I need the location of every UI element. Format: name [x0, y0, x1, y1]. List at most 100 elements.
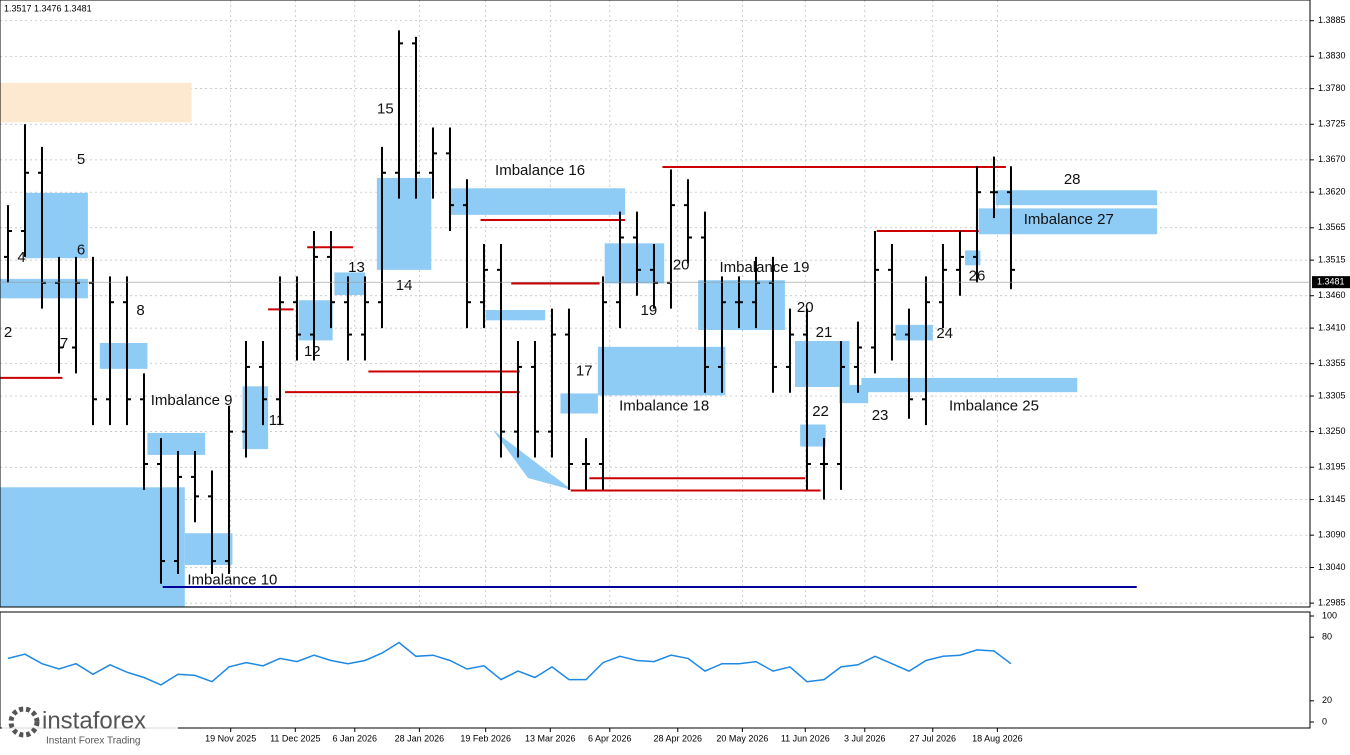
logo-bg: [2, 704, 178, 748]
zone: [995, 190, 1158, 206]
zone: [861, 377, 1078, 393]
x-tick-label: 19 Feb 2026: [460, 733, 511, 743]
y-tick-label: 1.3040: [1318, 562, 1346, 572]
annotation: Imbalance 10: [187, 571, 277, 588]
annotation: Imbalance 25: [949, 397, 1039, 414]
annotation: Imbalance 16: [495, 162, 585, 179]
logo-tagline: Instant Forex Trading: [46, 736, 141, 747]
x-tick-label: 11 Dec 2025: [270, 733, 320, 743]
x-tick-label: 28 Apr 2026: [654, 733, 703, 743]
zone: [604, 243, 665, 284]
y-tick-label: 1.3620: [1318, 187, 1346, 197]
zone: [0, 82, 192, 123]
y-tick-label: 1.3410: [1318, 322, 1346, 332]
x-tick-label: 19 Nov 2025: [205, 733, 256, 743]
zone: [895, 324, 933, 341]
zone: [184, 533, 233, 565]
annotation: 17: [576, 362, 593, 379]
zone: [0, 278, 88, 299]
current-price-label: 1.3481: [1317, 277, 1345, 287]
zone: [978, 208, 1158, 235]
x-tick-label: 28 Jan 2026: [395, 733, 445, 743]
annotation: 26: [969, 267, 986, 284]
price-bars: [3, 30, 1015, 584]
x-tick-label: 13 Mar 2026: [525, 733, 576, 743]
annotation: 22: [812, 403, 829, 420]
annotation: 20: [673, 256, 690, 273]
zone: [298, 300, 333, 341]
axes: 1.3885 1.3830 1.3780 1.3725 1.3670 1.3620 1.35…: [0, 15, 1350, 743]
x-tick-label: 6 Apr 2026: [588, 733, 632, 743]
levels: [0, 165, 1137, 588]
zone: [24, 192, 88, 259]
zone: [334, 272, 365, 296]
annotation: 8: [136, 302, 144, 319]
osc-tick-label: 20: [1322, 695, 1332, 705]
logo: instaforex Instant Forex Trading: [2, 704, 178, 748]
y-tick-label: 1.3090: [1318, 530, 1346, 540]
annotation: 15: [377, 100, 394, 117]
y-tick-label: 1.3780: [1318, 83, 1346, 93]
y-tick-label: 1.3885: [1318, 15, 1346, 25]
y-tick-label: 1.3145: [1318, 494, 1346, 504]
x-tick-label: 18 Aug 2026: [972, 733, 1023, 743]
osc-tick-label: 80: [1322, 632, 1332, 642]
zone: [800, 424, 826, 447]
zone: [449, 188, 626, 215]
annotation: 13: [348, 259, 365, 276]
x-tick-label: 6 Jan 2026: [333, 733, 378, 743]
zone: [597, 346, 726, 396]
y-tick-label: 1.3250: [1318, 426, 1346, 436]
x-tick-label: 11 Jun 2026: [781, 733, 830, 743]
osc-tick-label: 0: [1322, 716, 1327, 726]
zone: [698, 280, 785, 331]
zone: [560, 393, 598, 414]
zone: [99, 342, 148, 369]
y-tick-label: 1.3515: [1318, 255, 1346, 265]
zone: [485, 309, 546, 321]
annotation: 20: [797, 299, 814, 316]
osc-tick-label: 100: [1322, 610, 1337, 620]
x-tick-label: 27 Jul 2026: [910, 733, 957, 743]
oscillator: [7, 641, 1012, 686]
annotation: 5: [77, 151, 85, 168]
y-tick-label: 1.3725: [1318, 119, 1346, 129]
annotation: 11: [269, 412, 285, 429]
wedge-shape: [493, 430, 572, 490]
annotation: 7: [60, 335, 68, 352]
x-tick-label: 20 May 2026: [716, 733, 768, 743]
header-prices: 1.3517 1.3476 1.3481: [4, 3, 92, 13]
y-tick-label: 1.3460: [1318, 290, 1346, 300]
grid: [0, 0, 1310, 607]
annotation: Imbalance 9: [151, 392, 233, 409]
annotation: 28: [1064, 171, 1081, 188]
oscillator-line: [7, 641, 1012, 686]
annotation: 2: [4, 324, 12, 341]
annotation: 24: [936, 325, 953, 342]
current-price-box: [1312, 276, 1350, 289]
y-tick-label: 1.3355: [1318, 358, 1346, 368]
logo-name: instaforex: [42, 707, 146, 734]
oscillator-frame: [0, 611, 1311, 729]
annotation: 21: [816, 324, 833, 341]
annotation: 19: [641, 302, 658, 319]
y-tick-label: 1.3830: [1318, 51, 1346, 61]
annotation: 6: [77, 241, 85, 258]
y-tick-label: 1.3195: [1318, 462, 1346, 472]
main-frame: [0, 0, 1311, 608]
annotation: 4: [17, 249, 25, 266]
annotation: Imbalance 27: [1024, 211, 1114, 228]
x-tick-label: 3 Jul 2026: [844, 733, 886, 743]
zone: [965, 250, 981, 266]
zone: [839, 385, 869, 404]
annotation: 12: [304, 343, 321, 360]
zone: [376, 177, 432, 270]
y-tick-label: 1.3565: [1318, 222, 1346, 232]
annotation: 14: [396, 277, 413, 294]
y-tick-label: 1.3670: [1318, 154, 1346, 164]
annotation: Imbalance 18: [619, 397, 709, 414]
y-tick-label: 1.3305: [1318, 390, 1346, 400]
annotation: 23: [872, 407, 889, 424]
